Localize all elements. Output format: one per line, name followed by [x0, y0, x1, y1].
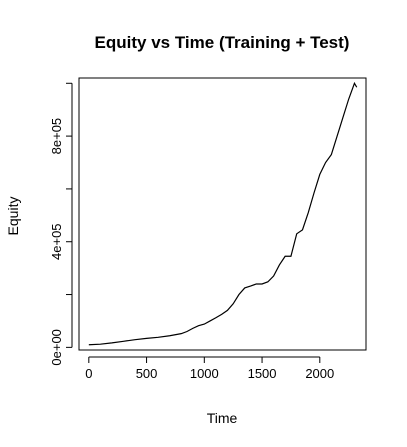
y-tick-label: 0e+00 — [49, 329, 64, 366]
y-tick-label: 8e+05 — [49, 118, 64, 155]
x-tick-label: 1000 — [190, 366, 219, 381]
x-tick-label: 1500 — [248, 366, 277, 381]
x-tick-label: 0 — [85, 366, 92, 381]
x-tick-label: 500 — [136, 366, 158, 381]
y-axis: 0e+00 4e+05 8e+05 — [49, 82, 73, 366]
y-axis-label: Equity — [5, 197, 21, 236]
x-axis-label: Time — [207, 410, 238, 426]
equity-series-line — [88, 81, 358, 346]
plot-frame — [78, 77, 367, 351]
y-tick-label: 4e+05 — [49, 223, 64, 260]
x-tick-label: 2000 — [305, 366, 334, 381]
x-axis: 0 500 1000 1500 2000 — [85, 356, 334, 381]
chart-title: Equity vs Time (Training + Test) — [95, 33, 350, 52]
